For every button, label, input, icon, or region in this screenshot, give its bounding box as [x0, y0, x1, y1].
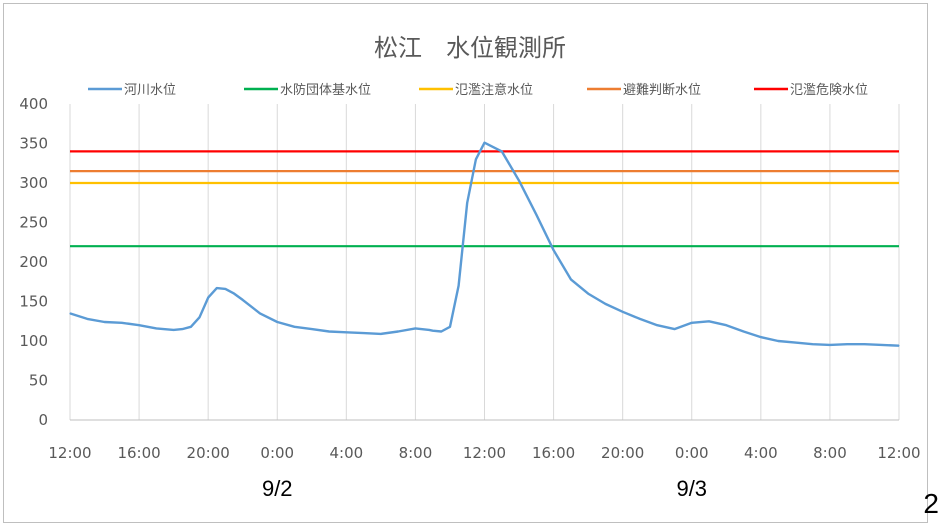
- river-level-point: [293, 326, 296, 328]
- x-tick-label: 12:00: [463, 444, 506, 462]
- y-tick-label: 200: [19, 253, 48, 271]
- chart-title: 松江 水位観測所: [374, 34, 566, 62]
- x-tick-label: 4:00: [744, 444, 778, 462]
- river-level-point: [207, 296, 209, 299]
- river-level-point: [622, 311, 624, 313]
- river-level-point: [656, 324, 658, 326]
- river-level-point: [432, 330, 434, 332]
- page-number: 2: [923, 488, 939, 519]
- y-tick-label: 150: [19, 293, 48, 311]
- river-level-point: [173, 329, 175, 331]
- x-tick-label: 16:00: [532, 444, 575, 462]
- river-level-point: [86, 318, 88, 320]
- river-level-point: [397, 330, 399, 333]
- x-tick-label: 4:00: [329, 444, 363, 462]
- river-level-point: [639, 318, 641, 320]
- river-level-point: [466, 202, 468, 204]
- threshold-lines: [70, 150, 899, 248]
- river-level-point: [440, 330, 442, 333]
- river-level-point: [691, 322, 693, 324]
- river-level-point: [69, 312, 71, 314]
- river-level-point: [812, 343, 814, 345]
- x-tick-label: 12:00: [48, 444, 91, 462]
- river-level-point: [570, 278, 572, 280]
- river-level-point: [725, 324, 727, 326]
- x-tick-label: 20:00: [187, 444, 230, 462]
- river-level-point: [363, 332, 365, 334]
- y-tick-label: 300: [19, 174, 48, 192]
- y-tick-label: 50: [29, 372, 48, 390]
- legend-label: 氾濫危険水位: [790, 83, 868, 98]
- river-level-point: [449, 326, 451, 328]
- river-level-point: [794, 341, 796, 344]
- river-level-point: [190, 326, 192, 328]
- x-tick-label: 8:00: [399, 444, 433, 462]
- river-level-point: [181, 328, 183, 330]
- river-level-point: [345, 331, 347, 333]
- date-label: 9/2: [262, 476, 293, 501]
- x-tick-label: 8:00: [813, 444, 847, 462]
- river-level-point: [742, 330, 745, 333]
- legend-label: 氾濫注意水位: [455, 82, 533, 98]
- x-tick-label: 0:00: [675, 444, 709, 462]
- x-tick-label: 12:00: [877, 444, 920, 462]
- date-labels: 9/2 9/3: [262, 476, 707, 501]
- y-tick-label: 100: [19, 332, 48, 350]
- river-level-point: [777, 340, 779, 342]
- legend: 河川水位 水防団体基水位 氾濫注意水位 避難判断水位 氾濫危険水位: [88, 82, 868, 98]
- y-tick-label: 400: [19, 95, 48, 113]
- river-level-point: [863, 343, 866, 345]
- river-level-point: [535, 214, 537, 216]
- river-level-point: [552, 249, 555, 251]
- river-level-point: [233, 293, 235, 295]
- y-tick-label: 250: [19, 214, 48, 232]
- river-level-point: [198, 316, 201, 318]
- river-level-point: [259, 312, 261, 314]
- river-level-point: [428, 329, 430, 331]
- river-level-series: [69, 141, 900, 347]
- water-level-chart: 松江 水位観測所 河川水位 水防団体基水位 氾濫注意水位 避難判断水位 氾濫危険水位 0…: [19, 34, 920, 501]
- x-tick-label: 0:00: [260, 444, 294, 462]
- river-level-point: [414, 327, 417, 329]
- river-level-point: [483, 142, 486, 144]
- river-level-point: [224, 288, 227, 290]
- river-level-point: [328, 330, 330, 333]
- river-level-point: [276, 321, 278, 323]
- river-level-point: [518, 180, 520, 182]
- river-level-point: [881, 344, 883, 346]
- legend-label: 河川水位: [124, 83, 176, 98]
- x-tick-label: 16:00: [117, 444, 160, 462]
- river-level-point: [760, 336, 762, 338]
- y-tick-label: 350: [19, 135, 48, 153]
- river-level-point: [846, 343, 848, 345]
- y-axis: 0 50 100 150 200 250 300 350 400: [19, 95, 48, 429]
- river-level-point: [475, 158, 477, 160]
- river-level-point: [457, 285, 460, 287]
- river-level-point: [121, 322, 123, 324]
- river-level-point: [103, 321, 106, 323]
- x-axis: 12:00 16:00 20:00 0:00 4:00 8:00 12:00 16:00 20:…: [48, 444, 920, 462]
- river-level-point: [829, 344, 831, 346]
- river-level-point: [242, 299, 244, 301]
- river-level-point: [155, 327, 157, 329]
- river-level-point: [311, 328, 313, 330]
- river-level-point: [898, 345, 900, 347]
- river-level-point: [604, 303, 606, 305]
- date-label: 9/3: [676, 476, 707, 501]
- legend-label: 避難判断水位: [623, 83, 701, 98]
- river-level-point: [216, 287, 218, 289]
- river-level-point: [501, 150, 503, 152]
- y-tick-label: 0: [38, 411, 48, 429]
- legend-label: 水防団体基水位: [280, 82, 371, 98]
- river-level-point: [380, 333, 382, 335]
- river-level-point: [708, 320, 710, 322]
- x-tick-label: 20:00: [601, 444, 644, 462]
- grid-lines: [69, 104, 900, 421]
- river-level-point: [673, 328, 676, 330]
- river-level-point: [587, 293, 589, 295]
- river-level-point: [138, 324, 140, 326]
